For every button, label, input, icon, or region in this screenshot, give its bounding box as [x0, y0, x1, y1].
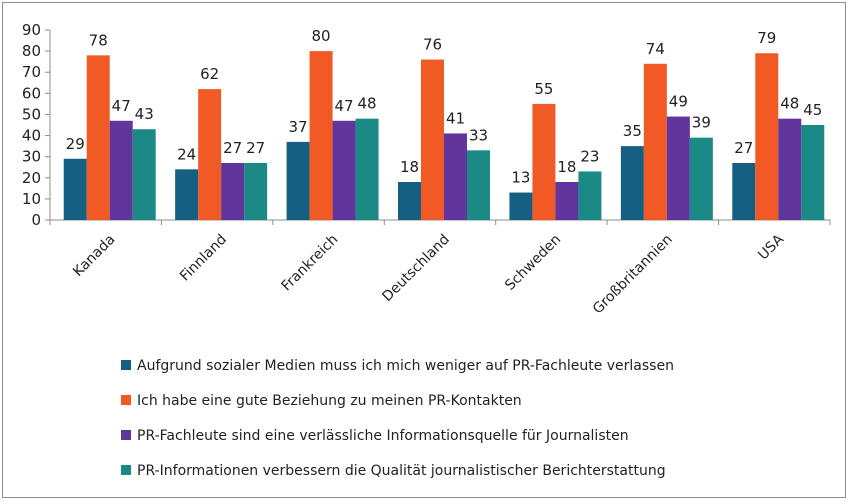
y-tick-label: 40 — [22, 127, 41, 145]
data-label: 27 — [246, 139, 265, 157]
bar — [421, 59, 444, 220]
data-label: 43 — [135, 105, 154, 123]
data-label: 48 — [358, 95, 377, 113]
y-tick-label: 60 — [22, 84, 41, 102]
category-label: USA — [755, 231, 787, 263]
bar — [198, 89, 222, 220]
bar — [732, 163, 756, 220]
legend-swatch — [121, 360, 131, 370]
category-label: Schweden — [502, 232, 564, 294]
data-label: 74 — [646, 40, 665, 58]
bar — [63, 158, 87, 220]
bar — [398, 182, 421, 220]
data-label: 41 — [446, 109, 465, 127]
legend-swatch — [121, 465, 131, 475]
data-label: 79 — [757, 29, 776, 47]
legend-swatch — [121, 430, 131, 440]
bar — [286, 141, 310, 220]
bar — [244, 163, 268, 220]
data-label: 37 — [289, 118, 308, 136]
legend-label: Ich habe eine gute Beziehung zu meinen P… — [137, 393, 522, 409]
data-label: 47 — [112, 97, 131, 115]
category-label: Deutschland — [379, 232, 452, 305]
bar — [689, 137, 713, 220]
bar — [175, 169, 199, 220]
data-label: 76 — [423, 36, 442, 54]
data-label: 35 — [623, 122, 642, 140]
data-label: 80 — [312, 27, 331, 45]
y-tick-label: 90 — [22, 21, 41, 39]
data-label: 47 — [335, 97, 354, 115]
bar — [509, 192, 533, 220]
bar — [778, 118, 802, 220]
category-labels: Kanada Finnland Frankreich Deutschland Schwe… — [70, 231, 787, 317]
bar — [221, 163, 245, 220]
data-label: 23 — [580, 147, 599, 165]
legend-label: PR-Informationen verbessern die Qualität… — [137, 463, 666, 479]
legend-swatch — [121, 395, 131, 405]
legend: Aufgrund sozialer Medien muss ich mich w… — [121, 358, 674, 479]
data-label: 48 — [780, 95, 799, 113]
bar — [532, 103, 556, 220]
bar — [309, 51, 333, 220]
y-tick-label: 20 — [22, 169, 41, 187]
bar — [643, 63, 667, 221]
bar — [578, 171, 602, 220]
y-tick-label: 70 — [22, 63, 41, 81]
data-label: 45 — [803, 101, 822, 119]
bar — [620, 146, 644, 220]
bar — [755, 53, 779, 220]
data-label: 78 — [89, 31, 108, 49]
data-label: 33 — [469, 126, 488, 144]
y-tick-label: 0 — [31, 211, 41, 229]
y-tick-label: 50 — [22, 105, 41, 123]
bar — [132, 129, 156, 220]
data-label: 55 — [534, 80, 553, 98]
bar — [109, 120, 133, 220]
data-label: 13 — [511, 169, 530, 187]
y-tick-label: 10 — [22, 190, 41, 208]
legend-label: Aufgrund sozialer Medien muss ich mich w… — [137, 358, 674, 374]
legend-label: PR-Fachleute sind eine verlässliche Info… — [137, 428, 629, 444]
bar — [666, 116, 690, 220]
y-tick-label: 80 — [22, 42, 41, 60]
category-label: Frankreich — [279, 232, 342, 295]
data-label: 62 — [200, 65, 219, 83]
bar — [801, 125, 825, 220]
data-label: 29 — [66, 135, 85, 153]
bar — [355, 118, 379, 220]
bar — [332, 120, 356, 220]
category-label: Finnland — [177, 232, 230, 285]
bar — [555, 182, 579, 220]
category-label: Kanada — [70, 232, 118, 280]
data-label: 39 — [692, 114, 711, 132]
category-label: Großbritannien — [590, 232, 676, 318]
bar — [86, 55, 110, 221]
data-label: 49 — [669, 93, 688, 111]
bars — [63, 51, 825, 221]
data-label: 27 — [223, 139, 242, 157]
data-label: 18 — [400, 158, 419, 176]
bar — [444, 133, 467, 220]
data-label: 24 — [177, 145, 196, 163]
data-label: 18 — [557, 158, 576, 176]
y-tick-label: 30 — [22, 148, 41, 166]
data-label: 27 — [734, 139, 753, 157]
bar — [467, 150, 490, 220]
